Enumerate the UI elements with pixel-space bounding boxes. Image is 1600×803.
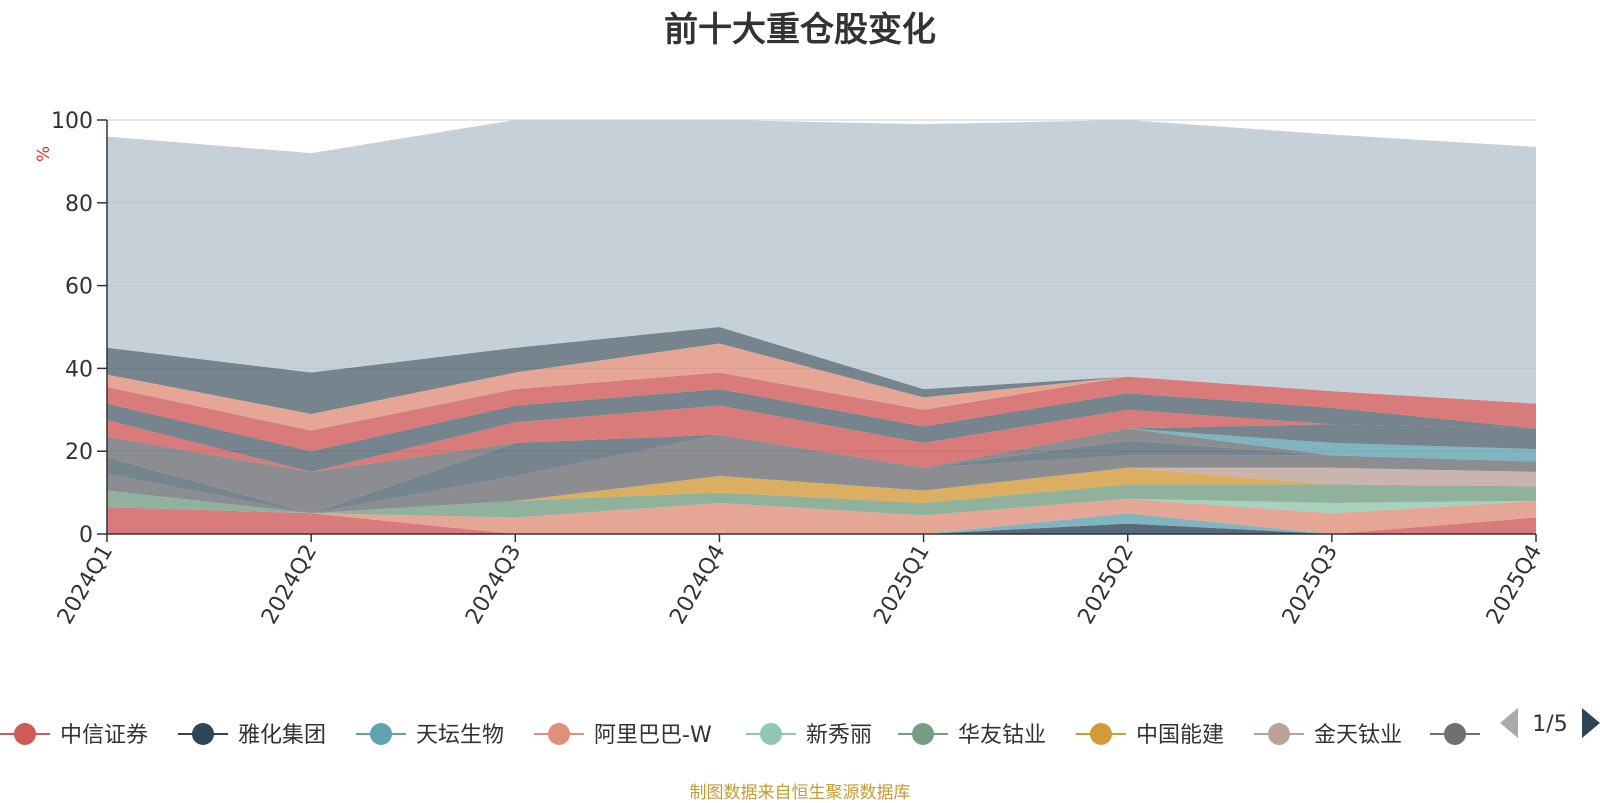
x-tick-label: 2024Q2 — [257, 541, 322, 629]
legend-item-1[interactable]: 雅化集团 — [178, 723, 326, 748]
legend-label: 金天钛业 — [1314, 723, 1402, 748]
area-series-7 — [107, 467, 1536, 514]
area-series-10 — [107, 428, 1536, 514]
legend-label: 华友钴业 — [958, 723, 1046, 748]
legend-label: 雅化集团 — [238, 723, 326, 748]
area-series-17 — [107, 327, 1536, 414]
legend-item-7[interactable]: 金天钛业 — [1254, 723, 1402, 748]
area-series-6 — [107, 467, 1536, 514]
y-tick-label: 80 — [65, 192, 93, 217]
x-tick-label: 2025Q1 — [869, 541, 934, 629]
area-series-8 — [107, 434, 1536, 514]
area-series-3 — [107, 498, 1536, 534]
area-series-group — [107, 120, 1536, 534]
legend: 中信证券 雅化集团 天坛生物 阿里巴巴-W 新秀丽 华友钴业 中国能建 金天钛业 — [0, 723, 1480, 748]
x-tick-label: 2024Q4 — [665, 541, 730, 629]
y-tick-label: 40 — [65, 357, 93, 382]
x-tick-label: 2024Q3 — [461, 541, 526, 629]
legend-item-4[interactable]: 新秀丽 — [746, 723, 872, 748]
legend-item-2[interactable]: 天坛生物 — [356, 723, 504, 748]
x-axis-ticks: 2024Q1 2024Q2 2024Q3 2024Q4 2025Q1 2025Q2 2025… — [53, 534, 1547, 629]
legend-page-indicator: 1/5 — [1532, 712, 1567, 737]
area-series-1 — [107, 507, 1536, 534]
legend-label: 中国能建 — [1136, 723, 1224, 748]
area-series-9 — [107, 434, 1536, 514]
y-tick-label: 0 — [79, 523, 93, 548]
legend-dot-icon — [192, 723, 214, 745]
y-tick-label: 20 — [65, 440, 93, 465]
data-source-note: 制图数据来自恒生聚源数据库 — [689, 783, 911, 803]
legend-dot-icon — [1268, 723, 1290, 745]
legend-label: 阿里巴巴-W — [594, 723, 712, 748]
area-series-18 — [107, 120, 1536, 404]
chart-title: 前十大重仓股变化 — [664, 10, 936, 50]
legend-item-0[interactable]: 中信证券 — [0, 723, 148, 748]
area-series-13 — [107, 405, 1536, 472]
legend-dot-icon — [760, 723, 782, 745]
legend-dot-icon — [1090, 723, 1112, 745]
y-tick-label: 100 — [51, 109, 93, 134]
legend-next-arrow-icon[interactable] — [1582, 708, 1600, 738]
legend-prev-arrow-icon[interactable] — [1500, 708, 1518, 738]
legend-item-6[interactable]: 中国能建 — [1076, 723, 1224, 748]
area-series-16 — [107, 343, 1536, 431]
area-series-12 — [107, 424, 1536, 472]
legend-dot-icon — [370, 723, 392, 745]
legend-dot-icon — [1444, 723, 1466, 745]
legend-label: 新秀丽 — [806, 723, 872, 748]
legend-item-8[interactable] — [1430, 723, 1480, 745]
x-tick-label: 2024Q1 — [53, 541, 118, 629]
y-axis-label: % — [34, 146, 54, 162]
area-series-5 — [107, 484, 1536, 518]
y-axis-ticks: 0 20 40 60 80 100 — [51, 109, 107, 548]
legend-dot-icon — [912, 723, 934, 745]
legend-pagination: 1/5 — [1500, 708, 1600, 738]
area-series-15 — [107, 372, 1536, 452]
area-series-0 — [107, 507, 1536, 534]
legend-dot-icon — [548, 723, 570, 745]
x-tick-label: 2025Q3 — [1278, 541, 1343, 629]
legend-label: 天坛生物 — [416, 723, 504, 748]
legend-label: 中信证券 — [60, 723, 148, 748]
y-tick-label: 60 — [65, 275, 93, 300]
legend-item-5[interactable]: 华友钴业 — [898, 723, 1046, 748]
axes — [106, 120, 1536, 535]
area-series-14 — [107, 389, 1536, 472]
x-tick-label: 2025Q2 — [1074, 541, 1139, 629]
legend-dot-icon — [14, 723, 36, 745]
x-tick-label: 2025Q4 — [1482, 541, 1547, 629]
legend-item-3[interactable]: 阿里巴巴-W — [534, 723, 712, 748]
